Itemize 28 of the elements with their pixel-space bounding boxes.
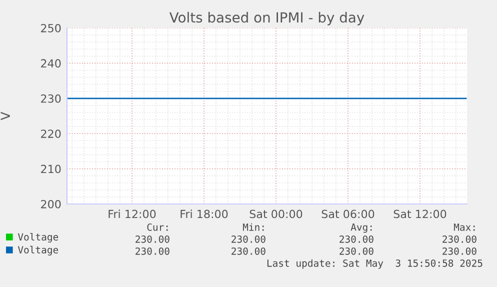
legend-label: Voltage <box>18 246 58 256</box>
text: 230.00 <box>442 247 476 255</box>
y-axis-title: V <box>0 112 10 120</box>
text: 230.00 <box>136 247 170 255</box>
y-tick-label: 220 <box>41 130 61 138</box>
text: 230.00 <box>340 247 374 255</box>
text: Max: <box>454 224 475 231</box>
x-tick-label: Fri 18:00 <box>180 210 228 218</box>
x-tick-label: Sat 12:00 <box>394 210 446 218</box>
text: Min: <box>242 223 264 231</box>
chart-title: Volts based on IPMI - by day <box>169 12 364 26</box>
y-tick-label: 230 <box>41 94 61 103</box>
x-tick-label: Fri 12:00 <box>108 210 156 218</box>
text: 230.00 <box>136 235 170 243</box>
text: 230.00 <box>232 235 266 243</box>
x-tick-label: Sat 00:00 <box>250 210 302 218</box>
text: Cur: <box>147 223 168 231</box>
text: Avg: <box>350 224 372 233</box>
text: Last update: Sat May 3 15:50:58 2025 <box>267 259 482 269</box>
y-tick-label: 200 <box>41 200 61 208</box>
y-tick-label: 210 <box>41 164 61 174</box>
x-tick-label: Sat 06:00 <box>322 210 374 218</box>
text: 230.00 <box>442 235 476 243</box>
text: 230.00 <box>340 235 374 243</box>
legend-label: Voltage <box>18 233 58 243</box>
text: 230.00 <box>232 247 266 255</box>
y-tick-label: 240 <box>41 59 61 68</box>
y-tick-label: 250 <box>41 24 61 32</box>
